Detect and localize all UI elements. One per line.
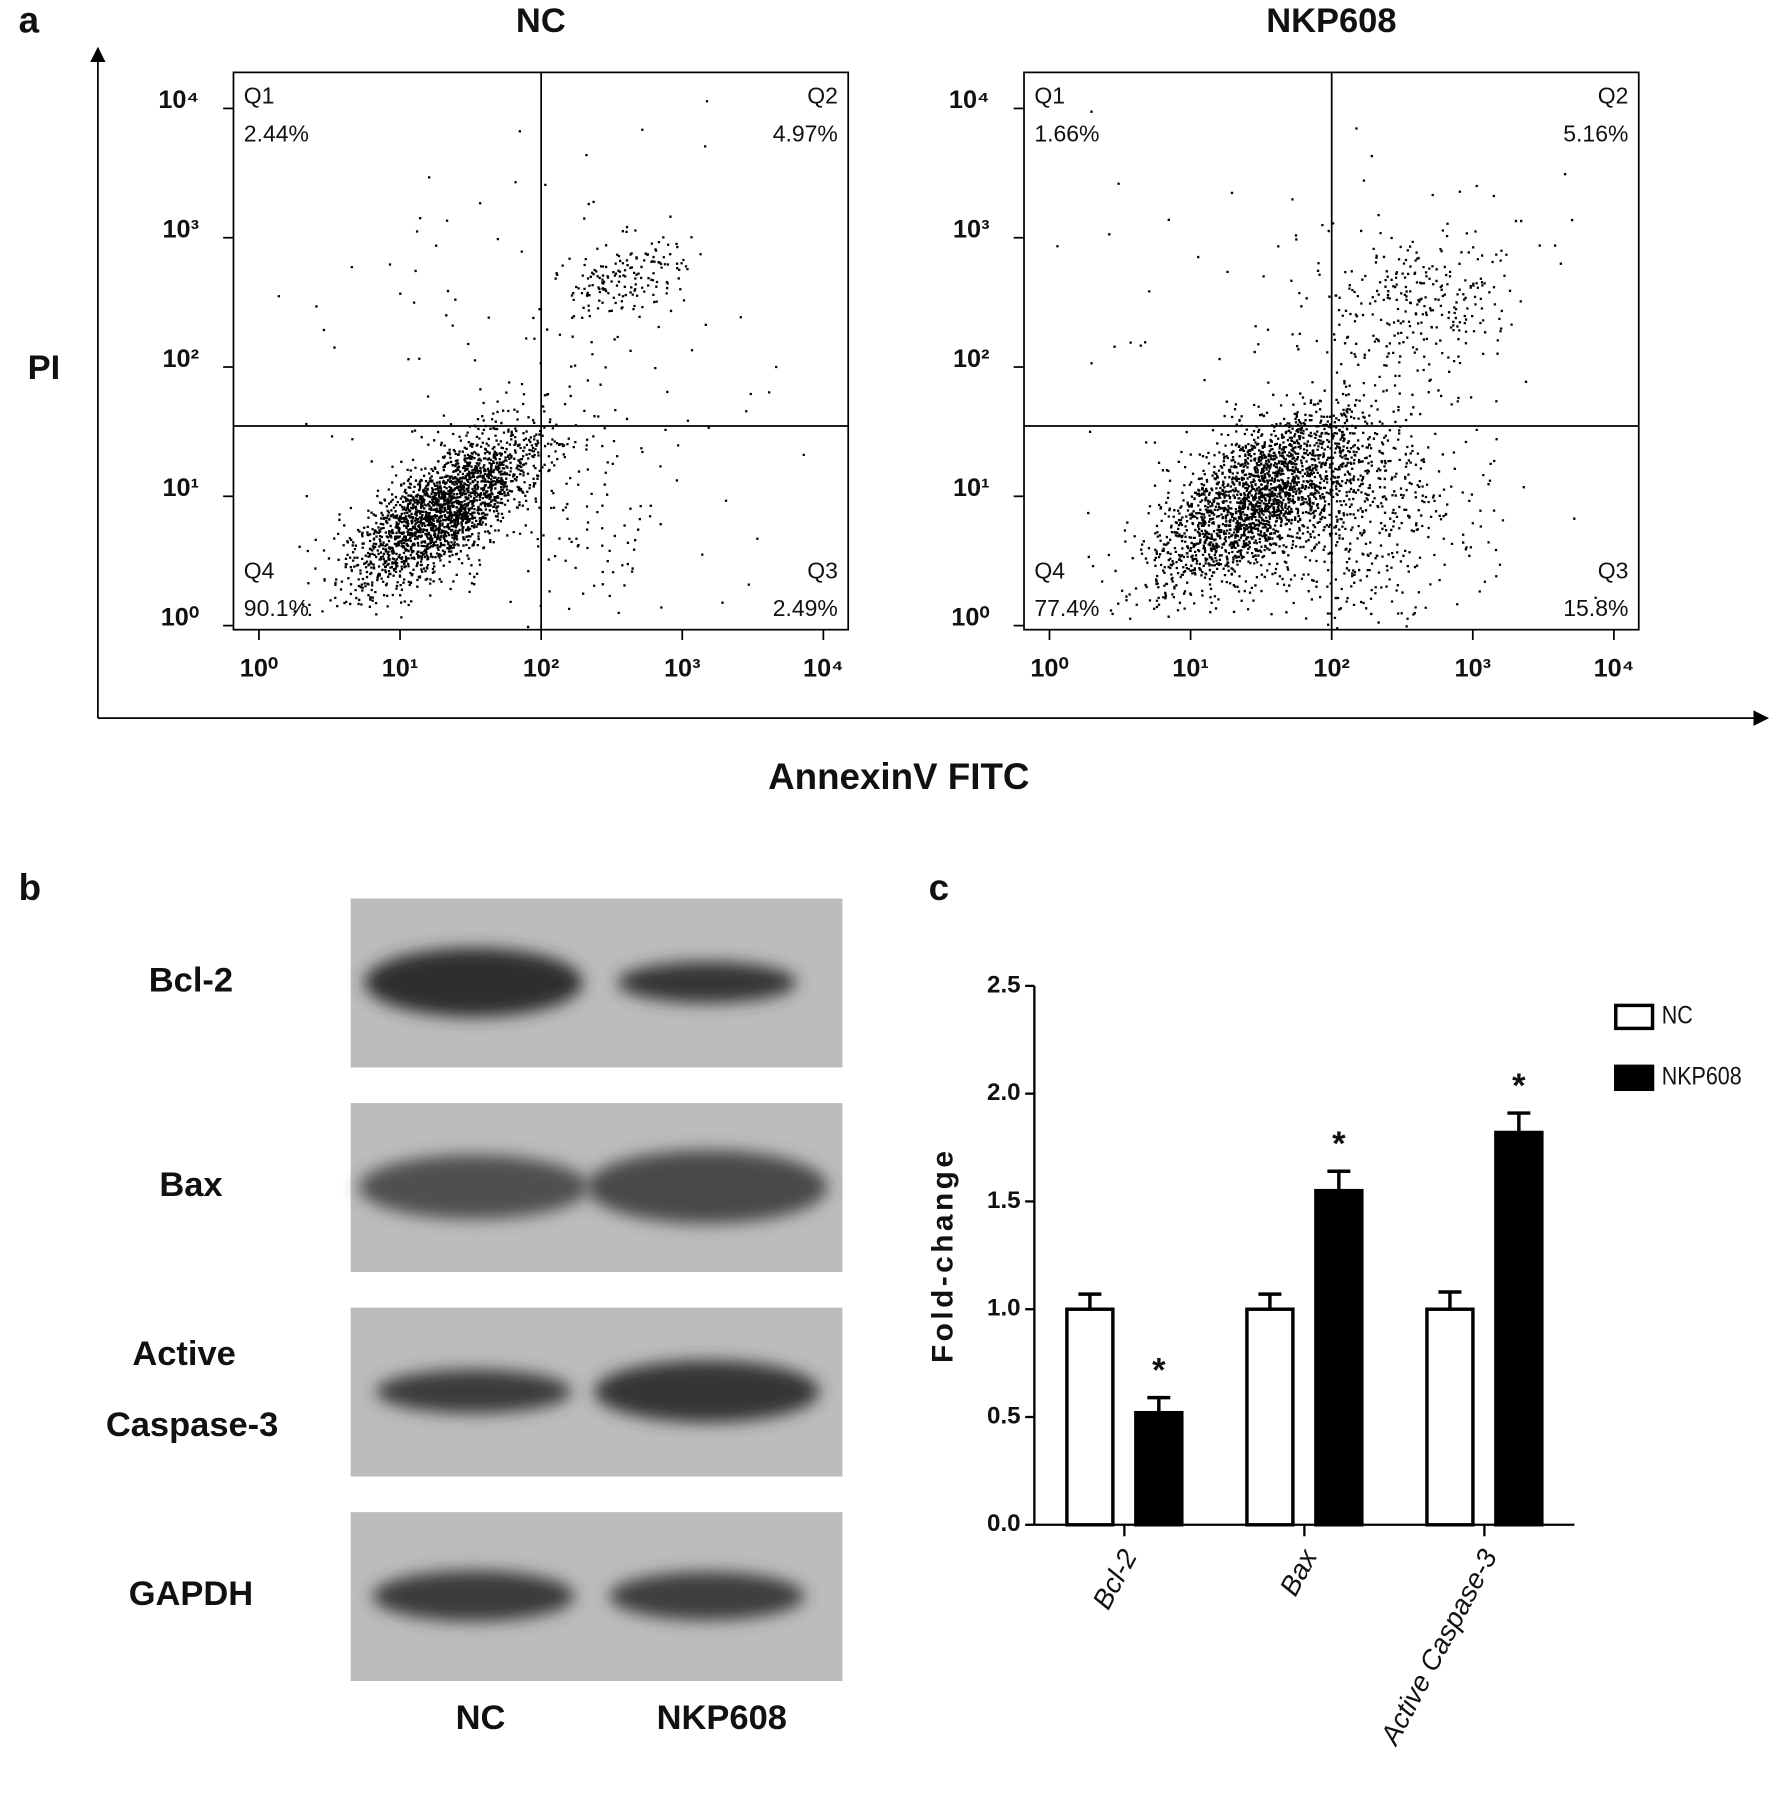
y-tick-label: 10³ xyxy=(953,216,990,244)
chart-title: NKP608 xyxy=(1266,2,1396,40)
legend-swatch xyxy=(1614,1003,1655,1031)
y-tick-label: 10² xyxy=(162,345,199,373)
y-axis-label: PI xyxy=(28,349,61,387)
y-tick-label: 10¹ xyxy=(953,474,990,502)
chart-title: NC xyxy=(516,2,566,40)
bar xyxy=(1494,1130,1544,1527)
y-tick-label: 10² xyxy=(953,345,990,373)
panel-label: a xyxy=(19,0,40,41)
quadrant-name: Q1 xyxy=(244,83,275,109)
y-tick-label: 1.5 xyxy=(987,1187,1021,1214)
quadrant-percent: 2.44% xyxy=(244,121,309,147)
legend-label: NKP608 xyxy=(1662,1062,1742,1090)
quadrant-percent: 15.8% xyxy=(1563,595,1628,621)
quadrant-percent: 2.49% xyxy=(773,595,838,621)
significance-marker: * xyxy=(1332,1125,1346,1163)
quadrant-name: Q4 xyxy=(1034,557,1065,583)
blot-band xyxy=(609,1571,805,1621)
event-cloud xyxy=(1056,110,1597,630)
blot-band xyxy=(364,947,583,1017)
blot-band xyxy=(372,1570,575,1622)
x-tick-label: 10⁴ xyxy=(803,655,844,683)
legend-swatch xyxy=(1614,1064,1655,1092)
quadrant-name: Q4 xyxy=(244,557,275,583)
row-label: Bcl-2 xyxy=(149,962,233,1000)
legend-label: NC xyxy=(1662,1001,1693,1029)
quadrant-percent: 77.4% xyxy=(1034,595,1099,621)
quadrant-name: Q2 xyxy=(1598,83,1629,109)
y-tick-label: 10³ xyxy=(162,216,199,244)
x-tick-label: 10² xyxy=(1313,655,1350,683)
row-label: Bax xyxy=(159,1166,222,1204)
y-tick-label: 10¹ xyxy=(162,474,199,502)
bar xyxy=(1245,1307,1295,1527)
panel-label: b xyxy=(19,867,41,908)
quadrant-percent: 1.66% xyxy=(1034,121,1099,147)
blot-band xyxy=(375,1369,572,1414)
blot-band xyxy=(358,1154,589,1220)
significance-marker: * xyxy=(1512,1067,1526,1105)
x-axis-label: AnnexinV FITC xyxy=(768,756,1029,797)
quadrant-name: Q1 xyxy=(1034,83,1065,109)
row-label: Active xyxy=(132,1335,235,1373)
row-label: Caspase-3 xyxy=(106,1406,278,1444)
bar xyxy=(1425,1307,1475,1527)
quadrant-name: Q3 xyxy=(1598,557,1629,583)
quadrant-percent: 5.16% xyxy=(1563,121,1628,147)
lane-label: NKP608 xyxy=(657,1699,787,1737)
y-axis-label: Fold-change xyxy=(927,1148,960,1363)
blot-band xyxy=(617,961,797,1004)
significance-marker: * xyxy=(1152,1351,1166,1389)
y-tick-label: 0.5 xyxy=(987,1402,1021,1429)
x-tick-label: 10³ xyxy=(664,655,701,683)
x-tick-label: 10⁰ xyxy=(240,655,278,683)
y-tick-label: 10⁰ xyxy=(161,603,199,631)
y-tick-label: 10⁴ xyxy=(158,86,199,114)
x-tick-label: 10⁰ xyxy=(1030,655,1068,683)
y-tick-label: 10⁴ xyxy=(949,86,990,114)
row-label: GAPDH xyxy=(129,1575,253,1613)
western-blot: Bcl-2 Bax Active Caspase-3 GAPDH NC NKP608 xyxy=(106,898,843,1737)
blot-band xyxy=(594,1360,820,1423)
bar xyxy=(1134,1410,1184,1527)
x-tick-label: 10¹ xyxy=(382,655,419,683)
lane-label: NC xyxy=(456,1699,506,1737)
quadrant-name: Q3 xyxy=(807,557,838,583)
x-tick-label: 10⁴ xyxy=(1594,655,1635,683)
blot-band xyxy=(586,1150,828,1224)
x-tick-label: 10¹ xyxy=(1172,655,1209,683)
y-tick-label: 2.5 xyxy=(987,971,1021,998)
x-tick-label: 10² xyxy=(523,655,560,683)
bar xyxy=(1314,1188,1364,1527)
y-tick-label: 10⁰ xyxy=(951,603,989,631)
panel-label: c xyxy=(929,867,949,908)
quadrant-percent: 90.1% xyxy=(244,595,309,621)
y-tick-label: 1.0 xyxy=(987,1295,1021,1322)
quadrant-percent: 4.97% xyxy=(773,121,838,147)
x-tick-label: 10³ xyxy=(1455,655,1492,683)
y-tick-label: 0.0 xyxy=(987,1510,1021,1537)
quadrant-name: Q2 xyxy=(807,83,838,109)
bar xyxy=(1065,1307,1115,1527)
y-tick-label: 2.0 xyxy=(987,1079,1021,1106)
